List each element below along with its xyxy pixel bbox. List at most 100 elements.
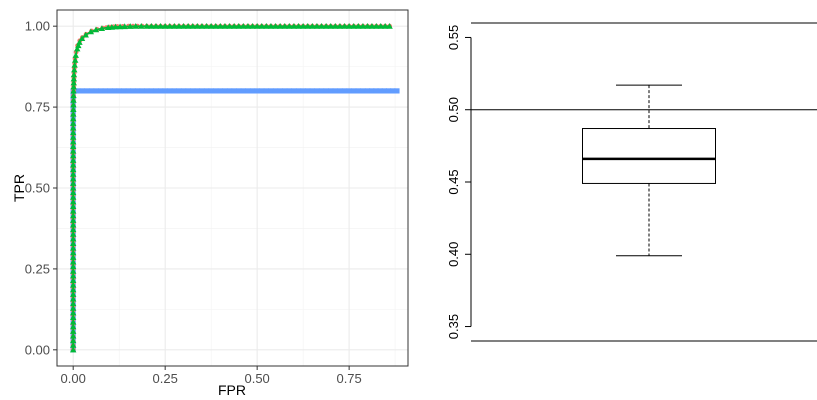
roc-point-triangle xyxy=(194,22,201,29)
roc-point-triangle xyxy=(157,22,164,29)
roc-point-square xyxy=(355,88,361,94)
roc-point-triangle xyxy=(175,22,183,29)
roc-point-triangle xyxy=(69,305,77,311)
roc-point-triangle xyxy=(69,194,77,200)
roc-point-square xyxy=(111,88,118,94)
roc-point-square xyxy=(309,88,315,94)
boxplot-y-tick-label: 0.45 xyxy=(446,169,461,194)
roc-point-triangle xyxy=(364,22,371,29)
roc-point-triangle xyxy=(69,318,77,325)
roc-point-triangle xyxy=(74,45,81,52)
roc-point-triangle xyxy=(263,22,270,29)
roc-point-square xyxy=(277,88,283,94)
roc-point-triangle xyxy=(368,22,376,29)
roc-point-triangle xyxy=(258,22,265,29)
roc-point-triangle xyxy=(69,300,77,307)
roc-point-triangle xyxy=(286,22,293,29)
roc-point-triangle xyxy=(350,22,357,29)
roc-y-tick-label: 0.00 xyxy=(25,342,50,357)
roc-point-square xyxy=(167,88,173,94)
roc-point-triangle xyxy=(69,258,77,265)
roc-point-square xyxy=(341,88,348,94)
roc-point-square xyxy=(208,88,214,94)
roc-point-square xyxy=(240,88,246,94)
roc-point-triangle xyxy=(240,22,247,29)
roc-point-triangle xyxy=(221,22,229,29)
roc-point-triangle xyxy=(69,138,77,145)
boxplot-y-tick-label: 0.50 xyxy=(446,97,461,122)
roc-point-triangle xyxy=(69,254,77,260)
roc-point-triangle xyxy=(92,26,100,33)
roc-point-triangle xyxy=(70,101,77,108)
roc-point-triangle xyxy=(69,281,77,288)
roc-point-square xyxy=(144,88,150,94)
roc-point-triangle xyxy=(70,79,77,86)
boxplot-body xyxy=(471,84,817,257)
roc-x-tick-label: 0.50 xyxy=(244,371,269,386)
roc-point-triangle xyxy=(230,22,238,29)
roc-point-triangle xyxy=(69,332,77,339)
roc-point-triangle xyxy=(69,184,77,191)
roc-point-triangle xyxy=(198,22,206,29)
roc-point-triangle xyxy=(69,341,77,348)
roc-point-triangle xyxy=(299,22,307,29)
roc-x-tick-label: 0.00 xyxy=(61,371,86,386)
roc-point-square xyxy=(153,88,159,94)
roc-point-square xyxy=(130,88,136,94)
roc-point-square xyxy=(249,88,256,94)
roc-point-triangle xyxy=(69,272,77,279)
roc-panel-border xyxy=(56,9,409,367)
roc-point-square xyxy=(390,88,396,94)
roc-y-axis-title: TPR xyxy=(11,174,27,202)
roc-point-square xyxy=(337,88,343,94)
roc-point-triangle xyxy=(345,22,353,29)
roc-point-square xyxy=(125,88,131,94)
roc-point-square xyxy=(217,88,223,94)
roc-x-ticks: 0.00 0.25 0.50 0.75 xyxy=(61,366,362,386)
roc-point-square xyxy=(364,88,371,94)
roc-point-square xyxy=(102,88,108,94)
roc-point-square xyxy=(332,88,338,94)
roc-point-square xyxy=(116,88,122,94)
roc-point-triangle xyxy=(69,124,77,131)
roc-point-square xyxy=(148,88,154,94)
roc-point-square xyxy=(377,88,383,94)
roc-point-triangle xyxy=(69,231,77,237)
roc-point-triangle xyxy=(272,22,279,29)
roc-point-triangle xyxy=(69,166,77,173)
roc-point-triangle xyxy=(69,170,77,177)
roc-series-layer xyxy=(69,22,400,353)
roc-point-triangle xyxy=(318,22,325,29)
roc-point-triangle xyxy=(87,28,95,35)
roc-point-square xyxy=(323,88,329,94)
roc-point-square xyxy=(185,88,191,94)
roc-point-triangle xyxy=(143,22,150,29)
roc-y-ticks: 0.00 0.25 0.50 0.75 1.00 xyxy=(25,19,57,357)
roc-point-square xyxy=(318,88,325,94)
roc-point-triangle xyxy=(71,61,78,68)
roc-point-square xyxy=(134,88,141,94)
roc-point-triangle xyxy=(161,22,169,29)
roc-point-triangle xyxy=(70,115,77,122)
roc-point-triangle xyxy=(69,277,77,284)
roc-point-triangle xyxy=(69,314,77,321)
roc-point-triangle xyxy=(332,22,339,29)
roc-point-triangle xyxy=(70,87,77,94)
roc-point-square xyxy=(295,88,302,94)
roc-point-square xyxy=(231,88,237,94)
roc-point-square xyxy=(236,88,242,94)
roc-point-square xyxy=(107,88,113,94)
roc-point-square xyxy=(369,88,375,94)
roc-point-triangle xyxy=(336,22,344,29)
roc-point-square xyxy=(263,88,269,94)
roc-point-triangle xyxy=(267,22,275,29)
roc-point-square xyxy=(213,88,219,94)
roc-point-triangle xyxy=(127,23,134,29)
roc-point-triangle xyxy=(355,22,362,29)
roc-point-square xyxy=(300,88,306,94)
roc-point-triangle xyxy=(82,31,89,38)
roc-point-square xyxy=(259,88,265,94)
roc-point-triangle xyxy=(70,83,77,90)
roc-y-tick-label: 0.50 xyxy=(25,181,50,196)
roc-point-square xyxy=(314,88,320,94)
